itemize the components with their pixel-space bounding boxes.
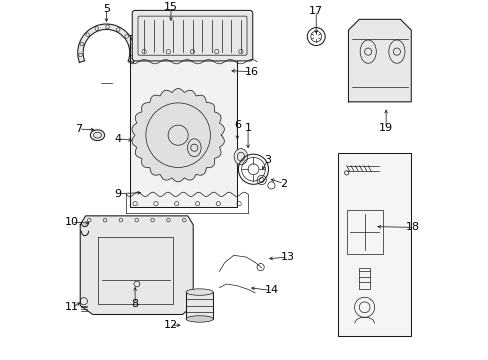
Bar: [129, 35, 237, 207]
Bar: [359, 268, 369, 289]
Ellipse shape: [185, 289, 213, 295]
Text: 11: 11: [64, 302, 79, 312]
Text: 19: 19: [378, 123, 392, 133]
Text: 12: 12: [163, 320, 178, 330]
Text: 6: 6: [233, 121, 240, 130]
Text: 1: 1: [244, 123, 251, 133]
Text: 9: 9: [115, 189, 122, 199]
Text: 18: 18: [405, 222, 419, 232]
Ellipse shape: [90, 130, 104, 140]
Text: 7: 7: [75, 124, 82, 134]
Text: 10: 10: [64, 217, 79, 227]
Polygon shape: [348, 19, 410, 102]
Text: 13: 13: [280, 252, 294, 262]
Bar: [337, 153, 410, 336]
Polygon shape: [132, 89, 224, 182]
FancyBboxPatch shape: [132, 10, 252, 61]
Text: 2: 2: [280, 179, 287, 189]
Bar: [346, 211, 382, 253]
Polygon shape: [78, 24, 135, 63]
Text: 8: 8: [131, 299, 139, 309]
Text: 5: 5: [103, 4, 110, 14]
Ellipse shape: [234, 149, 247, 165]
Text: 15: 15: [163, 2, 178, 12]
Bar: [185, 292, 213, 319]
Text: 16: 16: [244, 67, 258, 77]
Ellipse shape: [185, 316, 213, 322]
Text: 14: 14: [264, 285, 278, 296]
Text: 17: 17: [308, 6, 323, 16]
Polygon shape: [80, 216, 193, 315]
Text: 3: 3: [264, 155, 271, 165]
Text: 4: 4: [115, 134, 122, 144]
